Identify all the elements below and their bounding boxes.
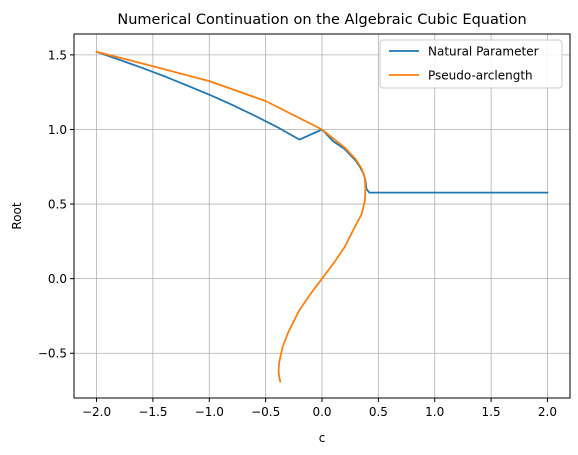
x-tick-label: −2.0 (82, 405, 111, 419)
x-tick-label: −1.5 (138, 405, 167, 419)
y-axis-label: Root (10, 202, 24, 229)
x-tick-label: 2.0 (538, 405, 557, 419)
y-tick-label: 1.0 (48, 123, 67, 137)
chart-title: Numerical Continuation on the Algebraic … (117, 12, 526, 28)
y-tick-label: −0.5 (38, 347, 67, 361)
x-tick-label: 1.0 (425, 405, 444, 419)
legend: Natural Parameter Pseudo-arclength (379, 39, 563, 89)
y-tick-label: 1.5 (48, 48, 67, 62)
x-axis-label: c (319, 431, 326, 445)
x-tick-label: −1.0 (195, 405, 224, 419)
series-line-pseudo-arclength (95, 50, 367, 383)
y-tick-label: 0.5 (48, 198, 67, 212)
x-tick-label: 0.5 (369, 405, 388, 419)
x-tick-label: 0.0 (312, 405, 331, 419)
axis-ticks: −2.0 −1.5 −1.0 −0.5 0.0 0.5 1.0 1.5 2.0 −0.5 0.0 0.… (38, 48, 557, 419)
x-tick-label: 1.5 (482, 405, 501, 419)
legend-label-natural-parameter: Natural Parameter (428, 45, 539, 59)
x-tick-label: −0.5 (251, 405, 280, 419)
legend-box (379, 39, 563, 89)
y-tick-label: 0.0 (48, 272, 67, 286)
series-lines (95, 50, 549, 383)
legend-label-pseudo-arclength: Pseudo-arclength (428, 69, 533, 83)
series-line-natural-parameter (95, 50, 549, 194)
